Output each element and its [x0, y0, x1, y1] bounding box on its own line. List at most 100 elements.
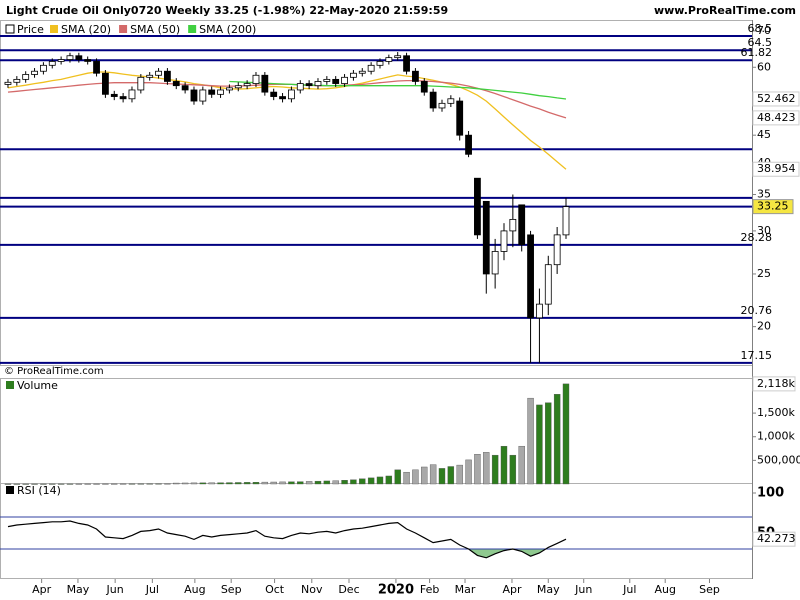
y-tick-label: 1,000k	[757, 430, 795, 443]
candle-body	[288, 89, 295, 100]
y-tick-label: 100	[757, 486, 784, 501]
candle-body	[31, 70, 38, 75]
candle-body	[270, 91, 278, 97]
volume-bar	[350, 479, 357, 485]
volume-bar	[173, 482, 180, 485]
candle-body	[217, 89, 224, 95]
volume-bar	[137, 483, 145, 485]
chart-title: Light Crude Oil Only0720 Weekly 33.25 (-…	[6, 4, 448, 17]
candle-body	[48, 61, 56, 66]
volume-bar	[84, 483, 91, 485]
volume-bar	[456, 464, 463, 485]
volume-bar	[4, 483, 12, 485]
volume-bar	[447, 466, 455, 485]
last-value-label: 38.954	[757, 162, 796, 175]
y-tick-label: 1,500k	[757, 406, 795, 419]
candle-body	[367, 64, 375, 72]
candle-body	[438, 102, 446, 109]
volume-bar	[208, 482, 215, 485]
rsi-line	[7, 520, 567, 559]
candle-body	[553, 234, 561, 266]
level-label: 17.15	[741, 349, 773, 362]
y-tick-label: 45	[757, 128, 771, 141]
volume-bar	[536, 404, 543, 485]
legend-swatch	[6, 486, 14, 494]
volume-bar	[305, 481, 313, 485]
candle-body	[190, 89, 198, 102]
x-tick-label: Feb	[420, 583, 439, 596]
candle-body	[332, 78, 340, 84]
candle-body	[155, 70, 162, 76]
volume-bar	[261, 481, 269, 485]
candle-body	[341, 76, 348, 84]
x-tick-label: 2020	[378, 583, 414, 598]
x-tick-label: Apr	[502, 583, 522, 596]
x-tick-label: May	[67, 583, 90, 596]
candle-body	[137, 76, 145, 91]
x-tick-label: Jul	[622, 583, 636, 596]
volume-bar	[359, 478, 366, 485]
sma-line	[229, 80, 567, 100]
candle-body	[544, 264, 552, 305]
y-tick-label: 25	[757, 267, 771, 280]
candle-body	[447, 98, 455, 104]
candle-body	[527, 234, 534, 319]
candle-body	[412, 70, 419, 82]
candle-body	[474, 177, 481, 236]
y-tick-label: 20	[757, 320, 771, 333]
legend-price-icon	[5, 24, 15, 34]
x-tick-label: Jun	[106, 583, 124, 596]
volume-bar	[31, 483, 38, 485]
x-tick-label: Sep	[699, 583, 720, 596]
volume-bar	[341, 480, 348, 485]
x-tick-label: May	[537, 583, 560, 596]
last-value-box	[752, 376, 796, 392]
candle-body	[305, 83, 313, 87]
legend-label: Price	[17, 23, 44, 36]
candle-body	[4, 81, 12, 85]
last-value-box	[752, 531, 796, 547]
candle-body	[518, 204, 526, 246]
level-label: 64.5	[748, 36, 773, 49]
volume-bar	[545, 402, 552, 485]
candle-body	[13, 78, 21, 83]
volume-bar	[438, 468, 446, 485]
candle-body	[164, 70, 171, 82]
candle-body	[500, 230, 508, 252]
x-tick-label: Jun	[574, 583, 592, 596]
x-tick-label: Aug	[654, 583, 675, 596]
candle-body	[429, 91, 437, 109]
legend-swatch	[188, 25, 197, 33]
candle-body	[314, 81, 322, 87]
volume-bar	[314, 480, 322, 485]
x-tick-label: Mar	[455, 583, 476, 596]
candle-body	[456, 100, 464, 136]
last-value-label: 52.462	[757, 92, 796, 105]
volume-bar	[412, 469, 419, 485]
legend-swatch	[6, 381, 14, 389]
candle-body	[146, 74, 154, 78]
candle-body	[208, 89, 216, 95]
candle-body	[279, 96, 286, 100]
candle-body	[491, 251, 499, 275]
volume-bar	[421, 466, 428, 485]
sma-line	[7, 71, 567, 170]
volume-bar	[323, 480, 331, 485]
candle-body	[102, 72, 109, 95]
candle-body	[22, 74, 30, 80]
volume-bar	[279, 481, 286, 485]
candle-body	[465, 134, 472, 155]
candle-body	[66, 55, 74, 60]
volume-bar	[332, 480, 339, 485]
y-tick-label: 500,000	[757, 453, 800, 466]
candle-body	[350, 72, 357, 78]
volume-bar	[128, 483, 136, 485]
candle-body	[40, 64, 47, 72]
candle-body	[394, 55, 402, 59]
volume-bar	[553, 394, 561, 485]
legend-label: SMA (50)	[130, 23, 180, 36]
volume-bar	[376, 476, 384, 485]
volume-bar	[518, 445, 525, 485]
